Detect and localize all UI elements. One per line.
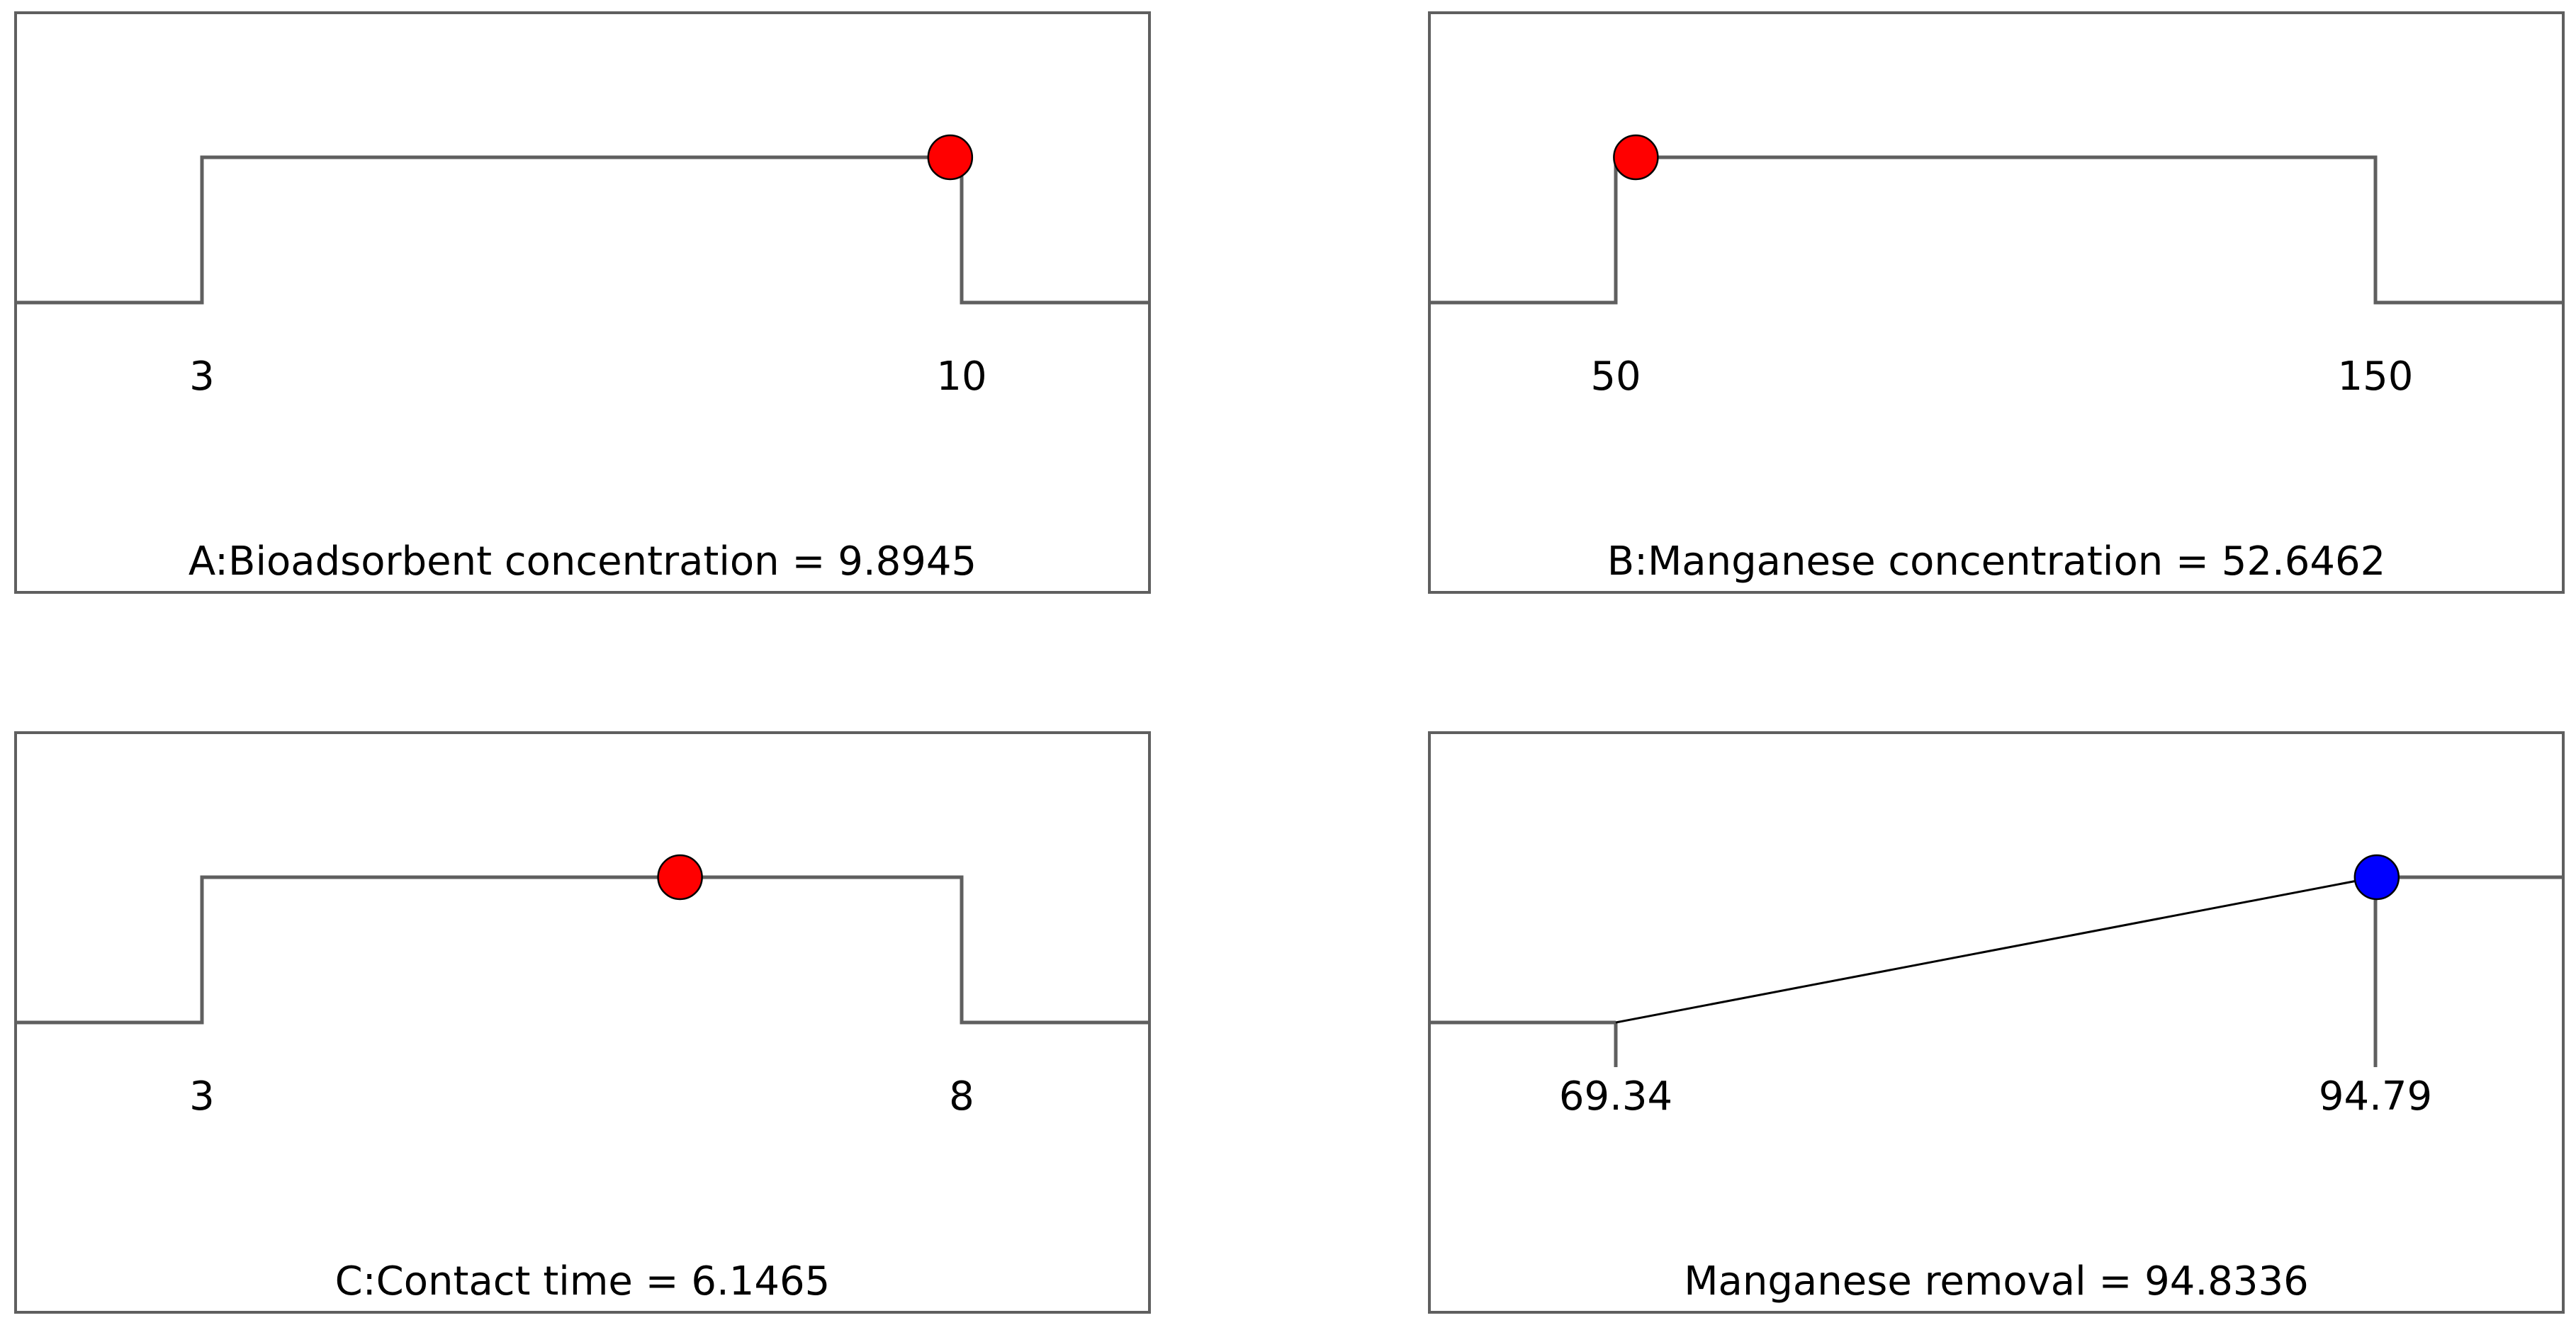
panel-r-title: Manganese removal = 94.8336 — [1684, 1258, 2309, 1304]
panel-b-high-label: 150 — [2338, 354, 2414, 400]
panel-c-high-label: 8 — [949, 1073, 974, 1120]
panel-a-high-label: 10 — [936, 354, 986, 400]
panel-c: 3 8 C:Contact time = 6.1465 — [14, 731, 1151, 1314]
panel-a-desirability-curve — [16, 155, 1149, 305]
panel-c-desirability-curve — [16, 875, 1149, 1025]
panel-r-response-marker — [2353, 854, 2400, 901]
panel-r-low-label: 69.34 — [1559, 1073, 1672, 1120]
panel-a: 3 10 A:Bioadsorbent concentration = 9.8945 — [14, 11, 1151, 594]
panel-b-title: B:Manganese concentration = 52.6462 — [1607, 539, 2386, 585]
panel-b-setting-marker — [1613, 134, 1659, 181]
panel-b: 50 150 B:Manganese concentration = 52.6462 — [1428, 11, 2565, 594]
panel-a-low-label: 3 — [189, 354, 215, 400]
panel-b-desirability-curve — [1429, 155, 2563, 305]
panel-a-setting-marker — [927, 134, 974, 181]
panel-r-high-label: 94.79 — [2319, 1073, 2432, 1120]
panel-b-low-label: 50 — [1590, 354, 1641, 400]
panel-r-ramp — [1615, 876, 2376, 1024]
panel-a-title: A:Bioadsorbent concentration = 9.8945 — [189, 539, 977, 585]
panel-c-setting-marker — [657, 854, 703, 901]
panel-c-low-label: 3 — [189, 1073, 215, 1120]
panel-r: 69.34 94.79 Manganese removal = 94.8336 — [1428, 731, 2565, 1314]
panel-c-title: C:Contact time = 6.1465 — [335, 1258, 831, 1304]
